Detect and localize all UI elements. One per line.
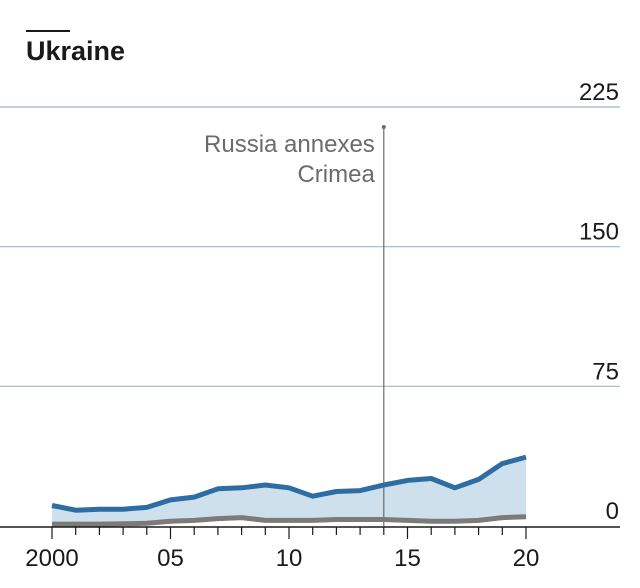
y-tick-label-225: 225 xyxy=(579,79,619,106)
chart-title: Ukraine xyxy=(26,36,126,66)
area-band xyxy=(52,457,526,525)
x-tick-label-20: 20 xyxy=(513,545,540,572)
y-tick-label-0: 0 xyxy=(606,498,619,525)
x-tick-label-05: 05 xyxy=(157,545,184,572)
series-line-lower xyxy=(52,514,527,527)
y-tick-label-150: 150 xyxy=(579,219,619,246)
series-line-upper xyxy=(51,454,527,513)
x-tick-label-10: 10 xyxy=(276,545,303,572)
x-tick-label-15: 15 xyxy=(394,545,421,572)
y-tick-label-75: 75 xyxy=(592,358,619,385)
x-tick-label-2000: 2000 xyxy=(25,545,78,572)
annotation-text-line-1: Russia annexes xyxy=(204,131,375,158)
title-rule xyxy=(26,30,70,32)
annotation-marker xyxy=(381,125,386,129)
annotation-text-line-2: Crimea xyxy=(297,161,375,188)
